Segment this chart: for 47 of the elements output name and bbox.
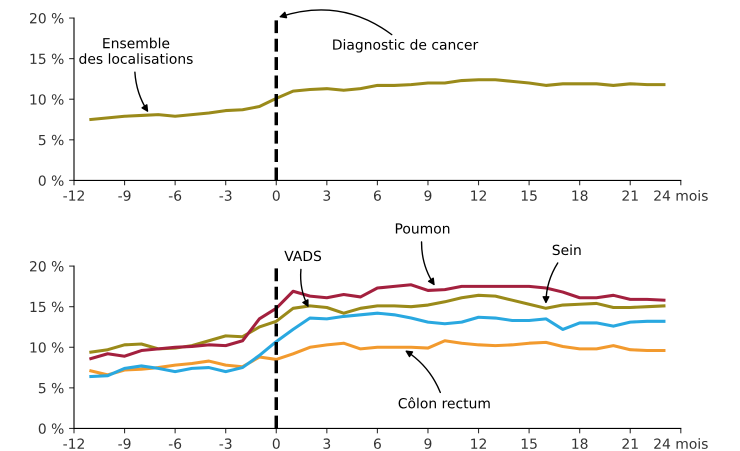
x-tick-label: -9 — [118, 190, 131, 201]
y-tick-label: 10 % — [30, 94, 64, 105]
y-tick-label: 15 % — [30, 54, 64, 64]
x-tick-label: 12 — [471, 438, 486, 449]
line-series — [89, 78, 666, 122]
x-tick-label: 9 — [424, 438, 432, 449]
y-tick-label: 10 % — [30, 342, 64, 353]
x-tick-label: 0 — [272, 190, 280, 201]
x-tick-label: 6 — [374, 190, 381, 201]
line-series — [89, 283, 666, 360]
x-tick-label: 12 — [471, 190, 486, 201]
y-tick-label: 15 % — [30, 302, 64, 312]
x-tick-label: 0 — [272, 438, 280, 449]
x-tick-label: -6 — [168, 438, 182, 449]
line-series — [89, 339, 666, 376]
x-tick-label: 24 mois — [654, 438, 708, 449]
annotation: Ensemble des localisations — [79, 38, 193, 64]
y-tick-label: 5 % — [38, 382, 64, 394]
x-tick-label: -12 — [63, 190, 84, 201]
ref-line-label: Diagnostic de cancer — [333, 39, 478, 53]
x-tick-label: 21 — [622, 438, 638, 449]
x-tick-label: -9 — [118, 438, 131, 449]
x-tick-label: -3 — [219, 438, 232, 449]
x-tick-label: -6 — [168, 190, 182, 201]
x-tick-label: 3 — [323, 190, 330, 201]
x-tick-label: -12 — [63, 438, 84, 449]
annotation: Côlon rectum — [398, 397, 490, 408]
x-tick-label: 18 — [572, 190, 588, 201]
line-series — [89, 294, 666, 354]
x-tick-label: 15 — [522, 438, 537, 449]
x-tick-label: 3 — [323, 438, 330, 449]
x-tick-label: 18 — [572, 438, 588, 449]
line-series — [89, 312, 666, 378]
y-tick-label: 0 % — [38, 423, 64, 434]
annotation: Sein — [552, 244, 581, 256]
y-tick-label: 20 % — [30, 13, 64, 24]
x-tick-label: 24 mois — [654, 190, 708, 201]
x-tick-label: 15 — [522, 190, 537, 201]
y-tick-label: 20 % — [30, 261, 64, 272]
y-tick-label: 0 % — [38, 175, 64, 186]
x-tick-label: 21 — [622, 190, 638, 201]
annotation: Poumon — [396, 223, 450, 234]
x-tick-label: 6 — [374, 438, 381, 449]
y-tick-label: 5 % — [38, 134, 64, 146]
x-tick-label: 9 — [424, 190, 432, 201]
annotation: VADS — [284, 250, 322, 262]
x-tick-label: -3 — [219, 190, 232, 201]
